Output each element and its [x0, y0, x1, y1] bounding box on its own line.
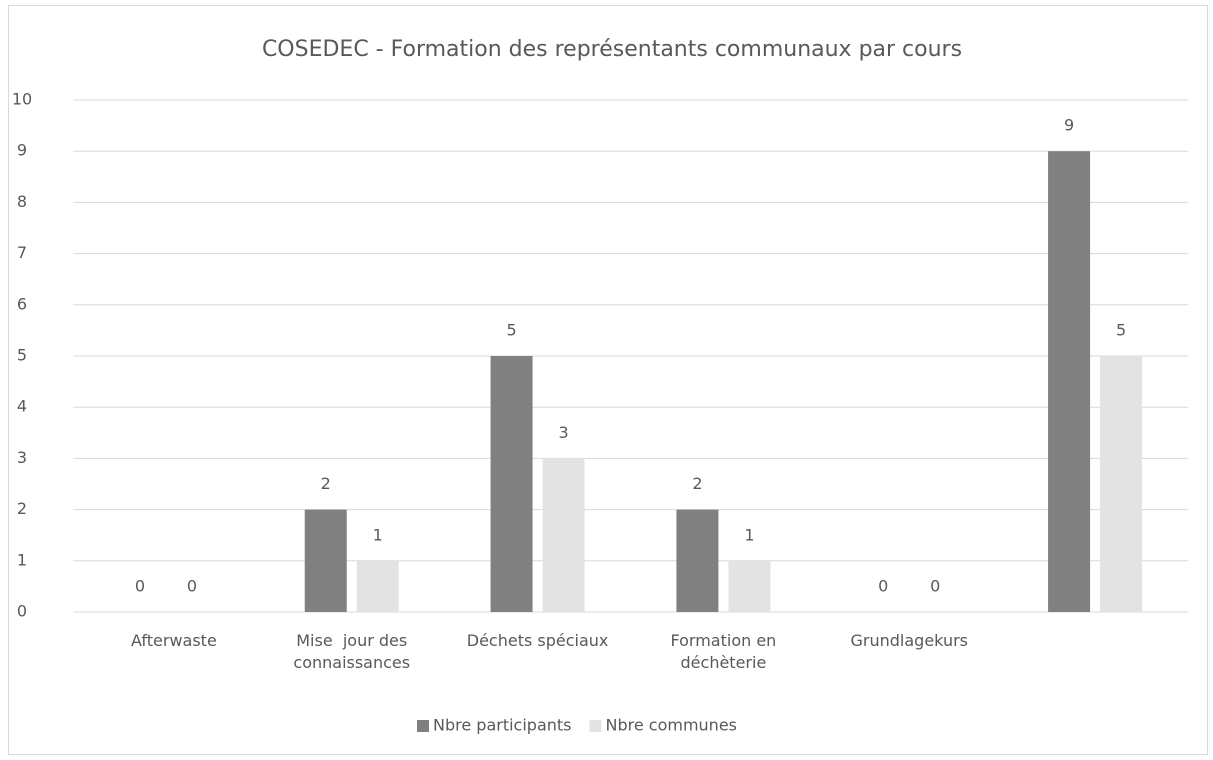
data-label: 0: [930, 577, 940, 596]
data-label: 2: [692, 474, 702, 493]
data-label: 5: [1116, 321, 1126, 340]
legend-swatch: [417, 720, 429, 732]
data-label: 3: [558, 423, 568, 442]
y-tick-label: 9: [17, 141, 27, 160]
y-tick-label: 2: [17, 499, 27, 518]
data-label: 2: [321, 474, 331, 493]
y-tick-label: 0: [17, 602, 27, 621]
y-tick-label: 7: [17, 243, 27, 262]
bar: [356, 560, 399, 612]
chart-title: COSEDEC - Formation des représentants co…: [262, 37, 962, 62]
data-label: 1: [373, 525, 383, 544]
legend-swatch: [589, 720, 602, 732]
bar: [1100, 356, 1143, 612]
y-tick-label: 1: [17, 550, 27, 569]
bar: [1048, 151, 1091, 612]
y-tick-label: 5: [17, 346, 27, 365]
data-label: 0: [878, 577, 888, 596]
x-tick-label: Afterwaste: [131, 631, 217, 650]
y-tick-label: 3: [17, 448, 27, 467]
x-tick-label: Grundlagekurs: [850, 631, 969, 650]
y-tick-label: 8: [17, 192, 27, 211]
data-label: 5: [506, 321, 516, 340]
bar: [304, 509, 347, 612]
data-label: 0: [187, 577, 197, 596]
data-label: 1: [744, 525, 754, 544]
x-tick-label: Déchets spéciaux: [466, 631, 609, 650]
data-label: 0: [135, 577, 145, 596]
x-tick-label: Mise jour des connaissances: [293, 631, 413, 672]
y-tick-label: 6: [17, 294, 27, 313]
y-tick-label: 4: [17, 397, 27, 416]
legend-label: Nbre participants: [433, 716, 572, 735]
bar: [490, 356, 533, 612]
bar: [728, 560, 771, 612]
data-label: 9: [1064, 116, 1074, 135]
chart-frame: [8, 5, 1208, 755]
bar: [542, 458, 585, 612]
legend-label: Nbre communes: [606, 716, 738, 735]
y-tick-label: 10: [12, 90, 32, 109]
bar: [676, 509, 719, 612]
x-tick-label: Formation en déchèterie: [670, 631, 782, 672]
